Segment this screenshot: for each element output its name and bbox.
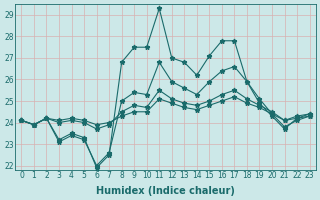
X-axis label: Humidex (Indice chaleur): Humidex (Indice chaleur) (96, 186, 235, 196)
